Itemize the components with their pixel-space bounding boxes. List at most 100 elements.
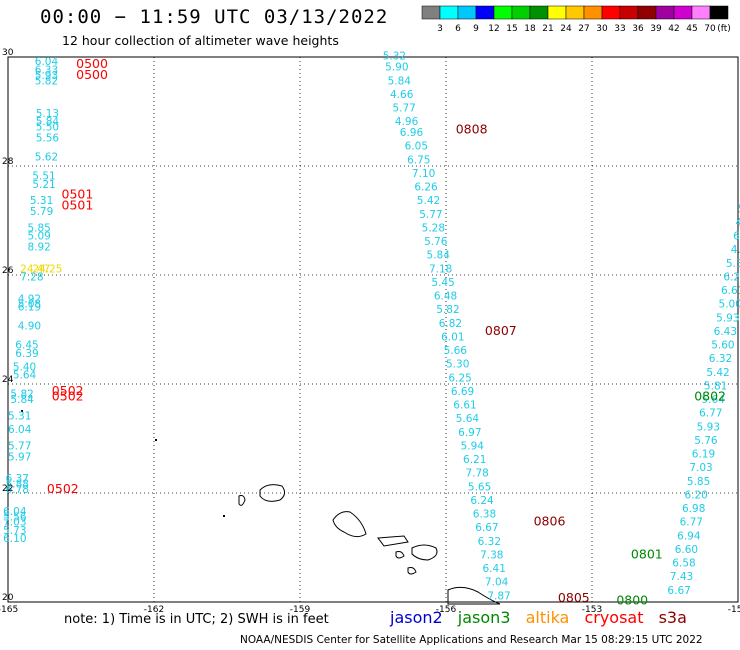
legend-cryosat: cryosat — [584, 608, 644, 627]
wave-height-value: 7.04 — [485, 577, 509, 589]
legend-jason2: jason2 — [390, 608, 443, 627]
wave-height-value: 6.45 — [15, 340, 38, 352]
wave-height-value: 5.64 — [13, 370, 37, 382]
wave-height-value: 5.84 — [10, 394, 34, 406]
track-id-label: 0806 — [534, 514, 566, 529]
island-hawaii — [447, 586, 501, 605]
wave-height-value: 5.79 — [30, 206, 53, 218]
wave-height-value: 4.66 — [390, 89, 414, 101]
wave-height-value: 6.48 — [434, 291, 457, 303]
wave-height-value: 5.77 — [392, 103, 415, 115]
wave-height-value: 6.10 — [3, 533, 26, 545]
wave-height-value: 6.24 — [470, 495, 494, 507]
colorbar-swatch — [511, 5, 531, 20]
map-frame — [7, 56, 739, 603]
colorbar-swatch — [619, 5, 639, 20]
wave-height-value: 5.40 — [13, 361, 36, 373]
wave-height-value: 5.00 — [719, 299, 740, 311]
wave-height-value: 6.60 — [675, 544, 698, 556]
wave-height-value: 6.82 — [439, 318, 462, 330]
colorbar-unit: (ft) — [717, 24, 731, 34]
wave-height-value: 6.43 — [714, 326, 737, 338]
track-id-label: 0500 — [76, 67, 108, 82]
wave-height-value: 5.93 — [697, 421, 720, 433]
colorbar-label: 45 — [686, 24, 697, 34]
colorbar-label: 30 — [596, 24, 608, 34]
wave-height-value: 5.85 — [27, 222, 50, 234]
wave-height-value: 7.03 — [3, 517, 26, 529]
wave-height-value: 5.85 — [687, 476, 710, 488]
wave-height-value: 5.97 — [8, 451, 31, 463]
wave-height-value: 5.64 — [702, 394, 726, 406]
colorbar-swatch — [529, 5, 549, 20]
wave-height-value: 5.56 — [3, 511, 27, 523]
y-tick-label: 30 — [2, 48, 14, 58]
wave-height-value: 5.93 — [35, 70, 58, 82]
wave-height-value: 5.64 — [456, 413, 480, 425]
wave-height-value: 7.38 — [480, 549, 503, 561]
wave-height-value: 6.26 — [414, 182, 438, 194]
x-tick-label: -159 — [290, 605, 311, 615]
wave-height-value: 24.25 — [32, 263, 62, 275]
colorbar-swatch — [583, 5, 603, 20]
colorbar-label: 24 — [560, 24, 572, 34]
wave-height-value: 5.94 — [461, 440, 485, 452]
wave-height-value: 6.33 — [35, 64, 58, 76]
island-dot-1 — [155, 439, 157, 441]
colorbar-swatch — [421, 5, 441, 20]
colorbar-swatch — [655, 5, 675, 20]
wave-height-value: 5.77 — [419, 209, 442, 221]
wave-height-value: 6.19 — [18, 301, 41, 313]
hawaiian-islands — [21, 410, 501, 605]
x-tick-label: -150 — [728, 605, 740, 615]
track-id-label: 0501 — [62, 198, 94, 213]
wave-height-value: 6.58 — [672, 558, 695, 570]
x-tick-label: -153 — [582, 605, 602, 615]
wave-height-value: 4.65 — [731, 244, 740, 256]
y-tick-label: 26 — [2, 266, 14, 276]
wave-height-value: 5.93 — [716, 312, 739, 324]
colorbar-swatch — [691, 5, 711, 20]
wave-height-value: 6.61 — [453, 400, 476, 412]
track-id-label: 0500 — [76, 56, 108, 71]
wave-height-value: 5.30 — [446, 359, 469, 371]
colorbar-label: 18 — [524, 24, 536, 34]
page-title: 00:00 − 11:59 UTC 03/13/2022 — [40, 6, 389, 28]
x-tick-label: -156 — [436, 605, 457, 615]
wave-height-value: 5.31 — [30, 195, 53, 207]
wave-height-value: 5.73 — [3, 525, 26, 537]
track-id-label: 0807 — [485, 323, 517, 338]
gridlines — [7, 56, 739, 603]
wave-height-value: 7.43 — [670, 571, 693, 583]
track-id-label: 0502 — [52, 388, 84, 403]
wave-height-value: 6.39 — [15, 348, 38, 360]
wave-height-value: 5.45 — [431, 277, 454, 289]
wave-height-value: 6.01 — [441, 331, 464, 343]
wave-height-value: 6.67 — [475, 522, 498, 534]
colorbar-label: 6 — [455, 24, 461, 34]
island-niihau — [238, 495, 246, 506]
island-oahu — [332, 511, 367, 538]
wave-height-value: 5.42 — [706, 367, 729, 379]
y-tick-label: 20 — [2, 593, 14, 603]
colorbar-label: 21 — [542, 24, 553, 34]
wave-height-value: 6.77 — [699, 408, 722, 420]
axis-ticks: -165 -162 -159 -156 -153 -150 30 28 26 24 22 20 — [0, 48, 740, 615]
wave-height-value: 6.97 — [458, 427, 481, 439]
colorbar-label: 39 — [650, 24, 662, 34]
wave-height-value: 5.84 — [388, 75, 412, 87]
wave-height-value: 5.62 — [35, 152, 58, 164]
wave-height-value: 6.38 — [473, 509, 496, 521]
wave-height-value: 6.67 — [667, 585, 690, 597]
track-id-label: 0808 — [456, 121, 488, 136]
wave-height-value: 6.32 — [478, 536, 501, 548]
island-kahoolawe — [407, 567, 417, 575]
wave-height-value: 5.77 — [8, 440, 31, 452]
wave-height-value: 6.21 — [463, 454, 486, 466]
wave-height-value: 6.94 — [677, 530, 701, 542]
colorbar-swatch — [457, 5, 477, 20]
wave-height-value: 5.50 — [36, 122, 59, 134]
wave-height-value: 6.19 — [692, 449, 715, 461]
wave-height-value: 6.98 — [682, 503, 705, 515]
